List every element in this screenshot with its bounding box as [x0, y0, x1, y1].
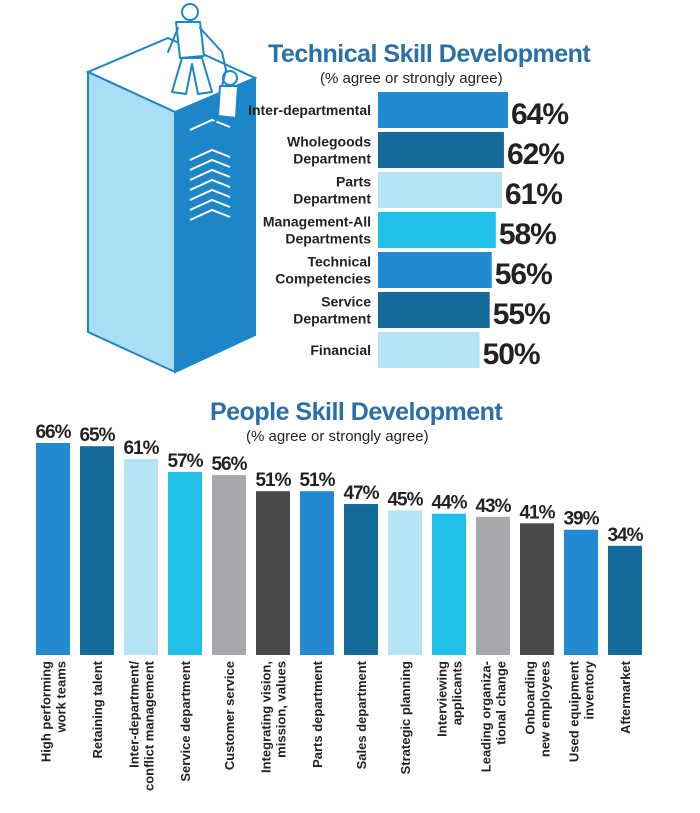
people-bar — [520, 523, 554, 655]
people-value-label: 57% — [167, 451, 203, 472]
people-category-label: new employees — [538, 661, 553, 757]
people-category-label: applicants — [450, 661, 465, 725]
people-category-label: inventory — [582, 660, 597, 719]
tech-bar — [378, 172, 502, 208]
people-category-label: Inter-department/ — [127, 661, 142, 768]
people-bar — [36, 443, 70, 655]
technical-chart-title: Technical Skill Development — [268, 40, 591, 68]
tech-bar — [378, 132, 504, 168]
people-bar — [300, 491, 334, 655]
tech-category-label: Department — [293, 151, 371, 167]
people-value-label: 45% — [387, 489, 423, 510]
climbing-figures-icon — [167, 3, 239, 149]
people-value-label: 51% — [299, 470, 335, 491]
people-skill-chart: 66% High performing work teams 65% Retaining… — [35, 422, 644, 791]
tech-category-label: Inter-departmental — [248, 102, 371, 118]
people-bar — [168, 471, 202, 655]
tech-value-label: 61% — [505, 178, 562, 211]
people-bar — [564, 529, 598, 655]
people-category-label: work teams — [54, 661, 69, 734]
tech-bar — [378, 332, 480, 368]
tech-value-label: 64% — [511, 98, 568, 131]
people-category-label: Retaining talent — [90, 660, 105, 758]
tech-bar — [378, 252, 492, 288]
people-chart-subtitle: (% agree or strongly agree) — [246, 428, 429, 445]
technical-skill-chart: 64%Inter-departmental62%WholegoodsDepart… — [248, 92, 569, 371]
people-value-label: 39% — [563, 509, 599, 530]
people-value-label: 56% — [211, 454, 247, 475]
tech-category-label: Department — [293, 191, 371, 207]
people-category-label: Strategic planning — [398, 661, 413, 774]
tech-value-label: 62% — [507, 138, 564, 171]
tech-category-label: Management-All — [263, 214, 371, 230]
people-bar — [212, 475, 246, 655]
people-category-label: Used equipment — [567, 660, 582, 762]
people-bar — [388, 510, 422, 655]
people-category-label: mission, values — [274, 661, 289, 758]
people-value-label: 44% — [431, 493, 467, 514]
tech-value-label: 58% — [499, 218, 556, 251]
people-category-label: High performing — [39, 661, 54, 762]
tech-bar — [378, 92, 508, 128]
tech-category-label: Financial — [310, 342, 371, 358]
ladder-steps — [189, 118, 231, 221]
people-category-label: Interviewing — [435, 661, 450, 737]
people-bar — [608, 545, 642, 655]
people-category-label: Customer service — [222, 661, 237, 770]
people-category-label: Leading organiza- — [479, 661, 494, 772]
people-value-label: 34% — [607, 525, 643, 546]
people-bar — [344, 504, 378, 655]
people-category-label: Integrating vision, — [259, 661, 274, 773]
people-value-label: 43% — [475, 496, 511, 517]
people-category-label: Parts department — [310, 660, 325, 768]
tech-value-label: 50% — [483, 338, 540, 371]
people-value-label: 41% — [519, 502, 555, 523]
tech-value-label: 55% — [493, 298, 550, 331]
tech-category-label: Department — [293, 311, 371, 327]
tech-value-label: 56% — [495, 258, 552, 291]
tower-illustration — [85, 3, 258, 374]
people-category-label: Aftermarket — [618, 660, 633, 734]
people-value-label: 65% — [79, 425, 115, 446]
tech-category-label: Competencies — [275, 271, 371, 287]
people-chart-title: People Skill Development — [210, 398, 503, 426]
people-value-label: 47% — [343, 483, 379, 504]
tech-category-label: Departments — [285, 231, 371, 247]
technical-chart-subtitle: (% agree or strongly agree) — [320, 70, 503, 87]
people-bar — [80, 446, 114, 655]
people-bar — [124, 459, 158, 655]
people-bar — [256, 491, 290, 655]
people-category-label: Service department — [178, 660, 193, 781]
tech-bar — [378, 292, 490, 328]
people-value-label: 51% — [255, 470, 291, 491]
tech-bar — [378, 212, 496, 248]
people-value-label: 61% — [123, 438, 159, 459]
people-value-label: 66% — [35, 422, 71, 443]
tech-category-label: Technical — [307, 254, 371, 270]
people-bar — [476, 516, 510, 655]
people-bar — [432, 513, 466, 655]
people-category-label: tional change — [494, 661, 509, 745]
people-category-label: Sales department — [354, 660, 369, 769]
tech-category-label: Parts — [336, 174, 371, 190]
tech-category-label: Service — [321, 294, 371, 310]
people-category-label: conflict management — [142, 660, 157, 791]
people-category-label: Onboarding — [523, 661, 538, 735]
tech-category-label: Wholegoods — [287, 134, 371, 150]
tower-front-face — [87, 70, 176, 374]
